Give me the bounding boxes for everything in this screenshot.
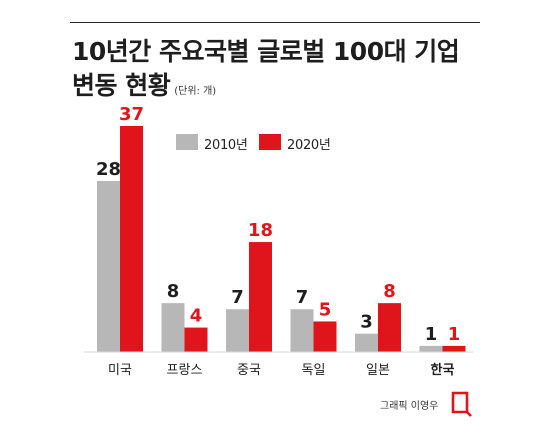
data-label-2020-1: 4 [190, 306, 203, 327]
bar-2010-4 [355, 333, 378, 352]
top-rule [70, 22, 480, 23]
chart-title-line2: 변동 현황 (단위: 개) [72, 66, 216, 102]
chart-title-continued: 변동 현황 [72, 71, 171, 100]
chart-title: 10년간 주요국별 글로벌 100대 기업 [72, 37, 460, 66]
bar-2010-0 [97, 180, 120, 352]
category-label-3: 독일 [302, 363, 326, 378]
unit-label: (단위: 개) [174, 86, 217, 97]
category-label-5: 한국 [431, 362, 455, 378]
category-label-4: 일본 [366, 363, 390, 378]
data-label-2020-5: 1 [448, 324, 461, 345]
data-label-2020-2: 18 [248, 220, 273, 241]
data-label-2010-5: 1 [425, 324, 438, 345]
bar-2020-2 [249, 242, 272, 352]
legend-label-2020: 2020년 [287, 138, 331, 153]
bar-2010-2 [226, 309, 249, 352]
data-label-2010-0: 28 [96, 159, 121, 180]
bar-2020-5 [442, 345, 466, 352]
bar-2020-4 [378, 303, 401, 352]
legend-label-2010: 2010년 [204, 138, 248, 153]
data-label-2010-1: 8 [167, 281, 180, 302]
data-label-2020-3: 5 [319, 299, 332, 320]
category-label-0: 미국 [108, 363, 132, 378]
bar-2020-3 [313, 321, 337, 352]
data-label-2020-0: 37 [119, 104, 144, 125]
category-label-1: 프랑스 [167, 363, 203, 378]
category-label-2: 중국 [237, 363, 261, 378]
bar-2020-1 [184, 327, 208, 352]
legend-swatch-2010 [176, 134, 198, 150]
legend-swatch-2020 [259, 134, 281, 150]
credit-text: 그래픽 이영우 [380, 401, 439, 412]
data-label-2010-2: 7 [231, 287, 244, 308]
bar-2020-0 [120, 126, 143, 352]
data-label-2010-3: 7 [296, 287, 309, 308]
bar-2010-3 [290, 309, 314, 352]
bar-2010-5 [419, 345, 443, 352]
publisher-logo-icon [451, 391, 472, 417]
data-label-2020-4: 8 [383, 281, 396, 302]
data-label-2010-4: 3 [360, 312, 373, 333]
bar-2010-1 [161, 303, 185, 352]
